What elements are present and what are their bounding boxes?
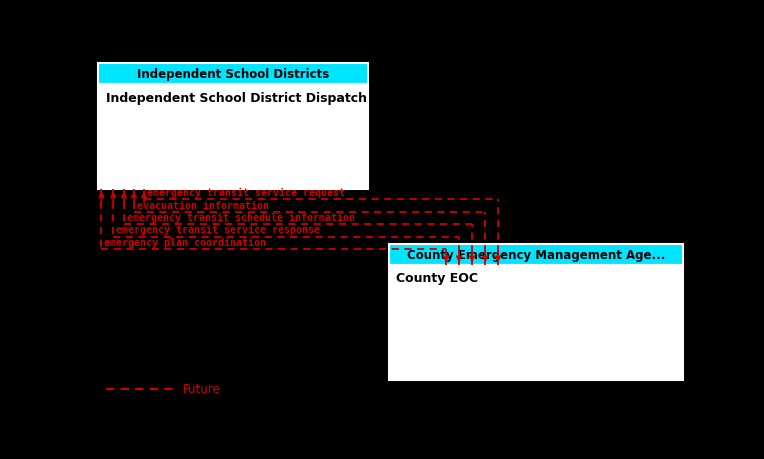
Bar bbox=[389, 244, 684, 265]
Text: emergency transit service response: emergency transit service response bbox=[116, 225, 320, 235]
Text: emergency plan coordination: emergency plan coordination bbox=[105, 237, 267, 247]
Text: emergency transit schedule information: emergency transit schedule information bbox=[127, 213, 355, 223]
Text: County Emergency Management Age...: County Emergency Management Age... bbox=[407, 248, 665, 261]
Text: County EOC: County EOC bbox=[396, 272, 478, 285]
Bar bbox=[99, 64, 368, 85]
Bar bbox=[99, 85, 368, 190]
Text: Independent School District Dispatch: Independent School District Dispatch bbox=[105, 91, 367, 105]
Bar bbox=[389, 265, 684, 380]
Text: emergency transit service request: emergency transit service request bbox=[147, 188, 345, 198]
Text: Future: Future bbox=[183, 383, 221, 396]
Text: evacuation information: evacuation information bbox=[137, 200, 269, 210]
Text: Independent School Districts: Independent School Districts bbox=[137, 68, 329, 81]
